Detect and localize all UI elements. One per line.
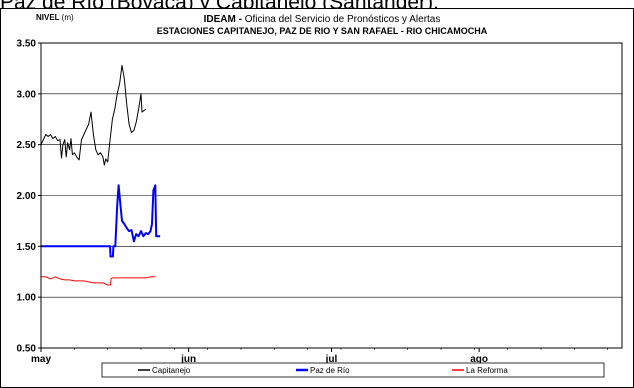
y-tick-label-1.00: 1.00 (17, 293, 37, 304)
series-layer (40, 64, 161, 286)
y-axis-label-unit: (m) (62, 13, 74, 22)
chart-frame: NIVEL (m) IDEAM - Oficina del Servicio d… (0, 8, 634, 388)
plot-border (40, 42, 623, 349)
chart-title: IDEAM - Oficina del Servicio de Pronósti… (204, 14, 441, 25)
y-tick-label-2.00: 2.00 (17, 191, 37, 202)
series-line-la-reforma (41, 276, 156, 286)
y-tick-label-3.50: 3.50 (17, 39, 37, 50)
legend-label-la-reforma: La Reforma (466, 366, 508, 375)
chart-title-text: Oficina del Servicio de Pronósticos y Al… (245, 14, 441, 25)
chart-subtitle: ESTACIONES CAPITANEJO, PAZ DE RIO Y SAN … (157, 26, 488, 36)
legend-layer: Capitanejo Paz de Río La Reforma (101, 362, 605, 378)
legend-label-paz-de-r-o: Paz de Río (310, 366, 350, 375)
legend-label-capitanejo: Capitanejo (152, 366, 191, 375)
y-tick-label-0.50: 0.50 (17, 344, 37, 355)
x-tick-label-may: may (31, 354, 51, 365)
y-axis-label: NIVEL (m) (36, 13, 74, 22)
series-line-paz-de-r-o (41, 184, 161, 258)
grid-layer (41, 93, 622, 298)
y-tick-label-2.50: 2.50 (17, 140, 37, 151)
chart-outer-border (0, 8, 634, 388)
legend-box (101, 362, 605, 378)
x-tick-label-ago: ago (470, 354, 488, 365)
y-tick-label-3.00: 3.00 (17, 89, 37, 100)
y-axis-label-name: NIVEL (36, 13, 60, 22)
series-line-capitanejo (40, 64, 147, 166)
chart-title-prefix: IDEAM - (204, 14, 245, 25)
x-tick-label-jun: jun (180, 354, 196, 365)
chart-svg: NIVEL (m) IDEAM - Oficina del Servicio d… (0, 8, 634, 388)
y-tick-label-1.50: 1.50 (17, 242, 37, 253)
y-tick-layer: 0.50 1.00 1.50 2.00 2.50 3.00 3.50 (17, 39, 41, 355)
x-tick-label-jul: jul (325, 354, 338, 365)
